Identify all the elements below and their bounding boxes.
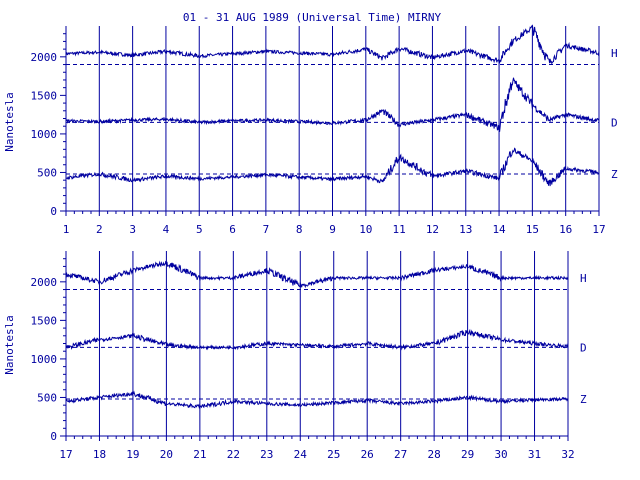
y-tick-label: 500 [37,391,57,404]
component-label-z: Z [611,168,618,181]
x-tick-label: 31 [528,448,541,461]
y-tick-label: 500 [37,166,57,179]
y-tick-label: 1000 [31,128,58,141]
x-tick-label: 32 [561,448,574,461]
x-tick-label: 15 [526,223,539,236]
x-tick-label: 28 [428,448,441,461]
x-tick-label: 23 [260,448,273,461]
x-tick-label: 2 [96,223,103,236]
x-tick-label: 17 [59,448,72,461]
x-tick-label: 13 [459,223,472,236]
panel-2: 0 500 1000 1500 2000 17 18 19 20 21 22 23 24 25 26 27 28… [31,251,587,461]
component-label-d: D [611,116,618,129]
x-tick-label: 10 [359,223,372,236]
x-tick-label: 30 [494,448,507,461]
y-tick-label: 2000 [31,276,58,289]
x-tick-label: 26 [361,448,374,461]
x-tick-label: 16 [559,223,572,236]
x-tick-label: 5 [196,223,203,236]
component-label-d: D [580,341,587,354]
x-tick-label: 4 [163,223,170,236]
x-tick-label: 9 [329,223,336,236]
series-d-line [65,328,568,351]
x-tick-label: 14 [492,223,506,236]
component-label-z: Z [580,393,587,406]
x-tick-label: 20 [160,448,173,461]
series-h-line [65,24,600,65]
y-tick-label: 1500 [31,89,58,102]
series-h-line [65,260,569,289]
y-tick-label: 1000 [31,353,58,366]
x-tick-label: 17 [592,223,605,236]
x-tick-label: 6 [229,223,236,236]
x-tick-label: 11 [393,223,406,236]
series-d-line [65,77,600,132]
y-axis-label-bottom: Nanotesla [3,315,16,375]
series-z-line [65,147,600,187]
x-tick-label: 25 [327,448,340,461]
x-tick-label: 3 [129,223,136,236]
x-tick-label: 7 [263,223,270,236]
x-tick-label: 18 [93,448,106,461]
x-tick-label: 22 [227,448,240,461]
y-tick-label: 1500 [31,314,58,327]
x-tick-label: 12 [426,223,439,236]
x-tick-label: 27 [394,448,407,461]
x-tick-label: 21 [193,448,206,461]
component-label-h: H [580,272,587,285]
x-tick-label: 1 [63,223,70,236]
y-tick-label: 2000 [31,51,58,64]
x-tick-label: 24 [294,448,308,461]
y-tick-label: 0 [50,430,57,443]
y-axis-label-top: Nanotesla [3,92,16,152]
x-tick-label: 29 [461,448,474,461]
series-z-line [65,390,569,409]
chart-title: 01 - 31 AUG 1989 (Universal Time) MIRNY [183,11,442,24]
x-tick-label: 8 [296,223,303,236]
y-tick-label: 0 [50,205,57,218]
component-label-h: H [611,47,618,60]
x-tick-label: 19 [126,448,139,461]
